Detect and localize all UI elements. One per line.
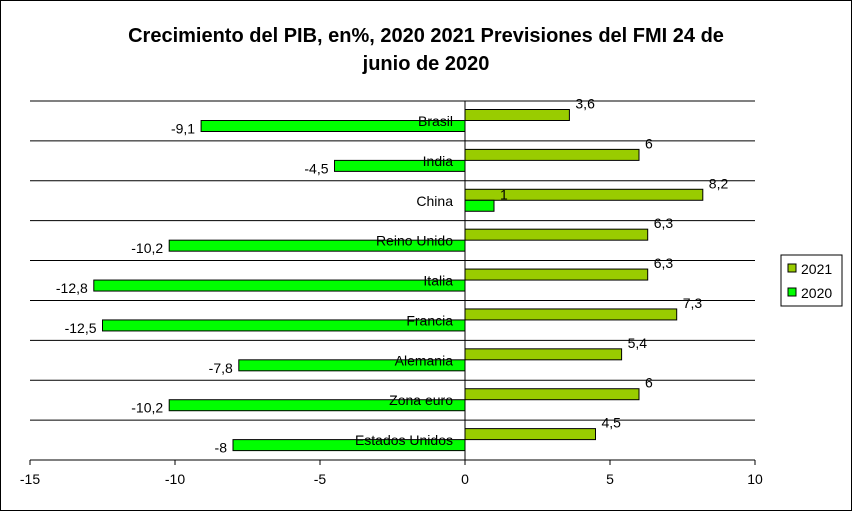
bar-2020-china [464, 199, 495, 212]
chart-title-line-1: Crecimiento del PIB, en%, 2020 2021 Prev… [128, 25, 724, 47]
data-label: 3,6 [575, 96, 595, 112]
data-label: -12,5 [65, 320, 97, 336]
x-tick-label: -5 [314, 471, 327, 487]
x-tick-label: -15 [20, 471, 40, 487]
x-tick-label: -10 [165, 471, 185, 487]
bar-2020-italia [93, 279, 466, 292]
data-label: 4,5 [602, 415, 622, 431]
data-label: -10,2 [131, 240, 163, 256]
legend-label-2020: 2020 [801, 285, 832, 301]
bar-2021-francia [464, 308, 678, 321]
legend-swatch-2021 [787, 263, 797, 273]
category-label: Italia [423, 273, 453, 289]
category-label: Reino Unido [376, 233, 453, 249]
category-label: Alemania [395, 352, 454, 368]
category-label: Francia [406, 312, 453, 328]
data-label: 6 [645, 135, 653, 151]
legend-swatch-2020 [787, 287, 797, 297]
category-label: Zona euro [389, 392, 453, 408]
data-label: -12,8 [56, 280, 88, 296]
data-label: 1 [500, 186, 508, 202]
bar-2021-alemania [464, 348, 623, 361]
bar-2021-zona-euro [464, 388, 640, 401]
bar-2021-estados-unidos [464, 428, 596, 441]
x-tick-label: 0 [461, 471, 469, 487]
data-label: 5,4 [628, 335, 648, 351]
bar-2021-india [464, 148, 640, 161]
x-tick-label: 10 [747, 471, 763, 487]
data-label: -8 [215, 440, 228, 456]
bar-2021-italia [464, 268, 649, 281]
bar-2021-reino-unido [464, 228, 649, 241]
data-label: -7,8 [209, 360, 233, 376]
category-label: China [416, 193, 453, 209]
data-label: -9,1 [171, 121, 195, 137]
data-label: 6,3 [654, 255, 674, 271]
data-label: 7,3 [683, 295, 703, 311]
data-label: 8,2 [709, 175, 729, 191]
data-label: 6,3 [654, 215, 674, 231]
bar-2021-brasil [464, 109, 570, 121]
legend-box [780, 254, 843, 307]
legend-label-2021: 2021 [801, 261, 832, 277]
x-tick-label: 5 [606, 471, 614, 487]
data-label: -10,2 [131, 400, 163, 416]
category-label: Brasil [418, 113, 453, 129]
chart-title-line-2: junio de 2020 [362, 53, 490, 75]
data-label: -4,5 [304, 160, 328, 176]
data-label: 6 [645, 375, 653, 391]
category-label: Estados Unidos [355, 432, 453, 448]
category-label: India [423, 153, 454, 169]
